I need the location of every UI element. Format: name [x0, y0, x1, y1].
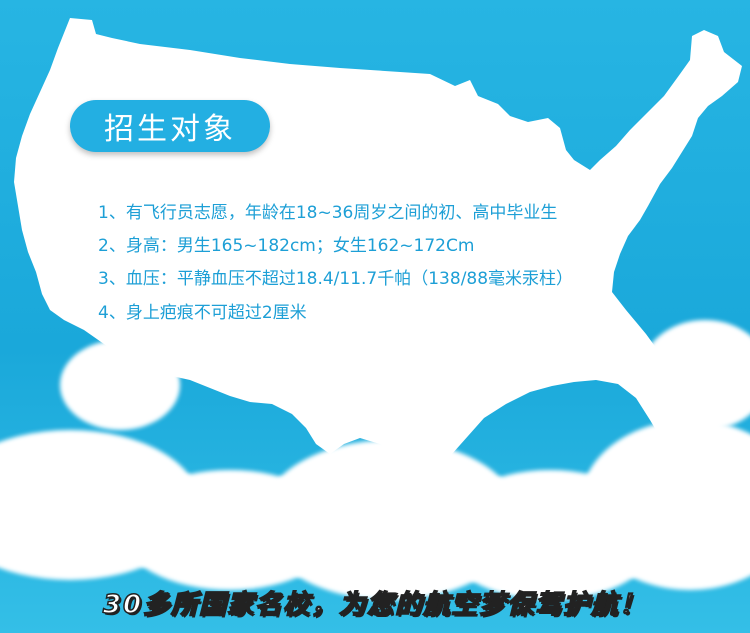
- slogan-banner: 30多所国家名校，为您的航空梦保驾护航！: [30, 583, 720, 621]
- slogan-text: 30多所国家名校，为您的航空梦保驾护航！: [102, 589, 648, 621]
- requirement-item: 1、有飞行员志愿，年龄在18~36周岁之间的初、高中毕业生: [98, 203, 558, 223]
- cloud: [580, 420, 750, 590]
- title-pill: 招生对象: [70, 100, 270, 152]
- page-title: 招生对象: [104, 112, 236, 147]
- requirement-item: 4、身上疤痕不可超过2厘米: [98, 303, 307, 323]
- requirement-item: 2、身高：男生165~182cm；女生162~172Cm: [98, 236, 475, 256]
- requirement-item: 3、血压：平静血压不超过18.4/11.7千帕（138/88毫米汞柱）: [98, 269, 574, 289]
